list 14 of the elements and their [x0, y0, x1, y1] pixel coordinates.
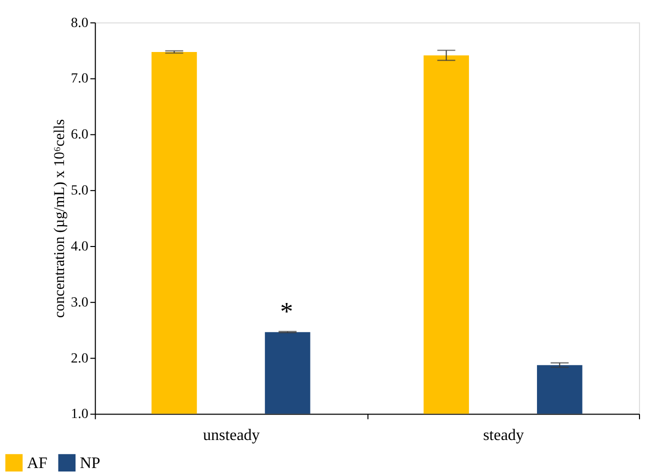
y-tick-label: 1.0 [70, 407, 88, 422]
legend-label: AF [26, 454, 48, 472]
y-tick-label: 7.0 [70, 72, 88, 87]
y-axis-title: concentration (µg/mL) x 10⁶cells [52, 118, 68, 318]
legend-label: NP [80, 454, 100, 472]
y-tick-label: 3.0 [70, 295, 88, 310]
x-tick-label: unsteady [203, 427, 260, 444]
x-tick-label: steady [483, 427, 524, 444]
annotation: * [280, 296, 294, 326]
y-tick-label: 6.0 [70, 128, 88, 143]
y-tick-label: 2.0 [70, 351, 88, 366]
y-tick-label: 4.0 [70, 239, 88, 254]
y-tick-label: 5.0 [70, 184, 88, 199]
y-tick-label: 8.0 [70, 16, 88, 31]
